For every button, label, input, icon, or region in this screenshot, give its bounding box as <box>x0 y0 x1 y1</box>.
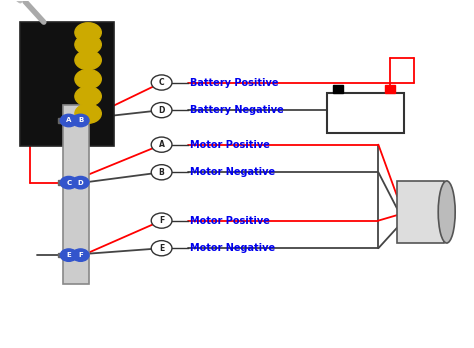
Circle shape <box>75 87 101 106</box>
Text: A: A <box>66 118 72 124</box>
Circle shape <box>151 240 172 256</box>
Circle shape <box>60 176 77 189</box>
Circle shape <box>60 249 77 261</box>
Text: D: D <box>78 180 83 185</box>
Bar <box>70 180 80 185</box>
Circle shape <box>151 165 172 180</box>
Text: B: B <box>159 168 164 177</box>
Circle shape <box>60 114 77 127</box>
Circle shape <box>151 75 172 90</box>
Circle shape <box>72 114 89 127</box>
Circle shape <box>151 213 172 228</box>
Circle shape <box>151 103 172 118</box>
Circle shape <box>75 23 101 42</box>
Bar <box>385 85 395 93</box>
Text: Motor Negative: Motor Negative <box>190 243 275 253</box>
Circle shape <box>75 69 101 89</box>
Bar <box>70 118 80 123</box>
Text: Motor Positive: Motor Positive <box>190 216 270 226</box>
Circle shape <box>75 104 101 123</box>
Text: C: C <box>159 78 164 87</box>
Text: Battery Positive: Battery Positive <box>190 78 278 87</box>
Text: B: B <box>78 118 83 124</box>
Text: F: F <box>159 216 164 225</box>
Text: E: E <box>159 244 164 253</box>
Text: D: D <box>158 106 165 114</box>
Bar <box>20 22 115 147</box>
Text: A: A <box>159 140 164 149</box>
Circle shape <box>75 35 101 54</box>
Bar <box>327 93 404 133</box>
Bar <box>58 253 68 258</box>
Ellipse shape <box>438 181 455 243</box>
Bar <box>63 105 89 284</box>
Bar <box>397 181 444 243</box>
Text: Motor Positive: Motor Positive <box>190 140 270 150</box>
Bar <box>333 85 344 93</box>
Circle shape <box>72 176 89 189</box>
Bar <box>58 180 68 185</box>
Text: C: C <box>66 180 71 185</box>
Text: F: F <box>78 252 83 258</box>
Circle shape <box>151 137 172 152</box>
Text: E: E <box>66 252 71 258</box>
Text: Battery Negative: Battery Negative <box>190 105 283 115</box>
Text: Motor Negative: Motor Negative <box>190 167 275 177</box>
Circle shape <box>75 50 101 70</box>
Circle shape <box>72 249 89 261</box>
Bar <box>58 118 68 123</box>
Bar <box>70 253 80 258</box>
